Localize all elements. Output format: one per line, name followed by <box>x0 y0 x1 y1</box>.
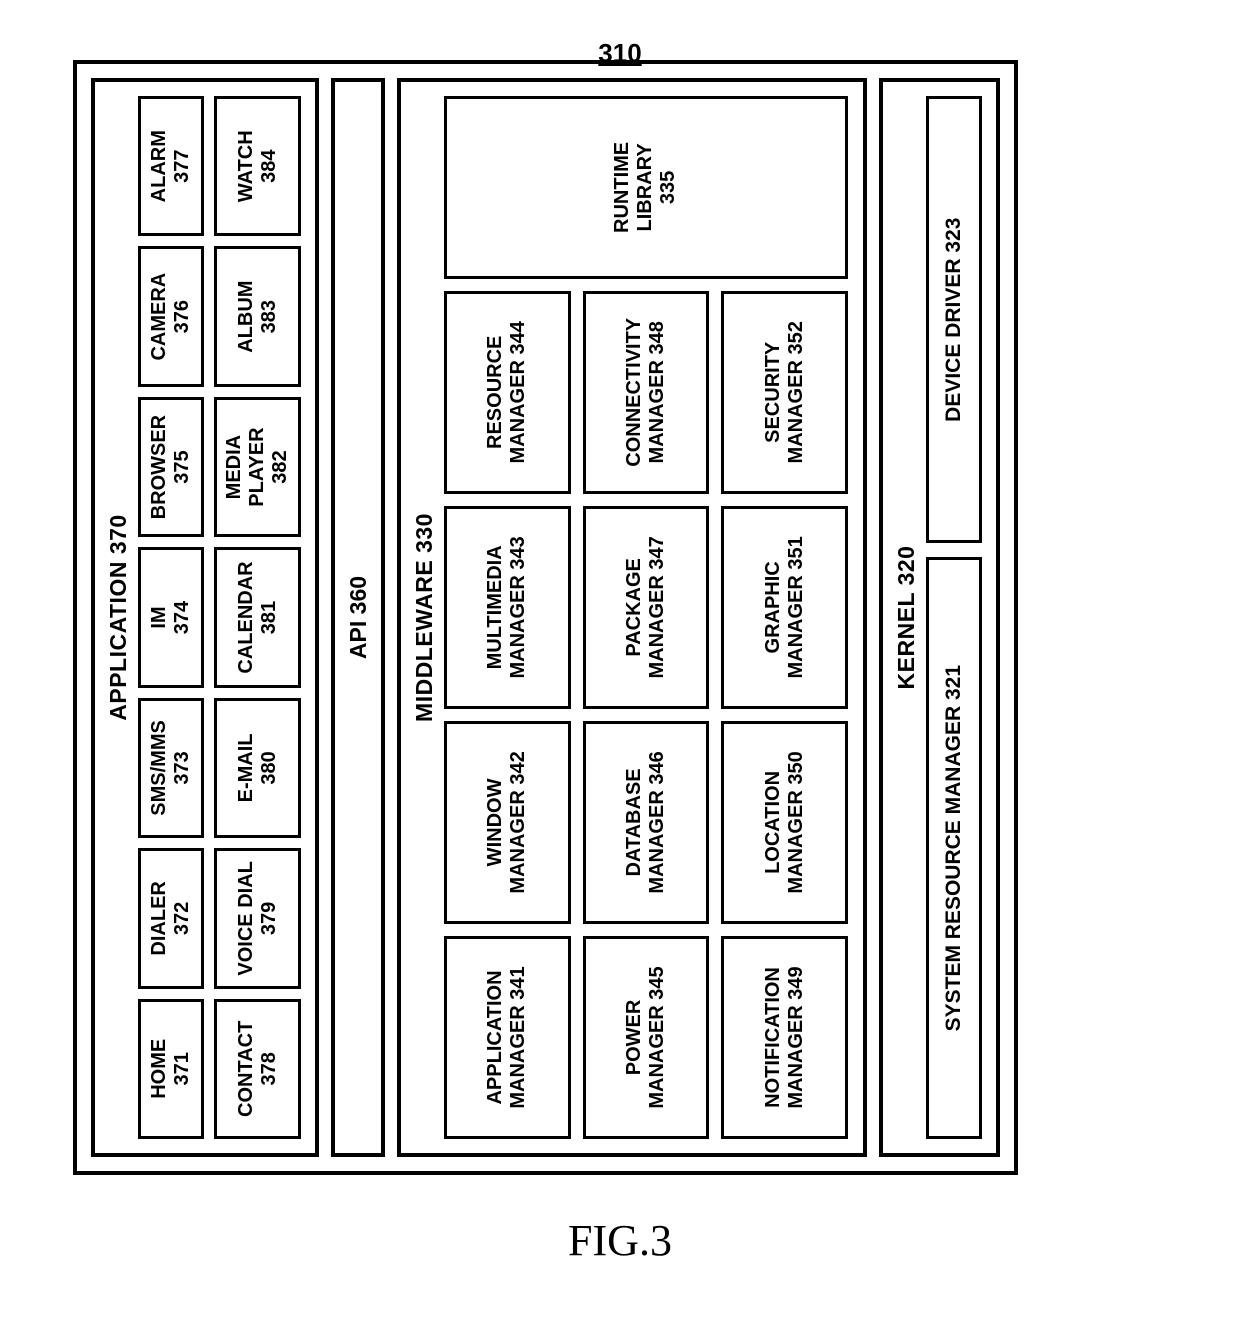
app-album: ALBUM 383 <box>214 246 301 386</box>
app-im: IM 374 <box>138 547 204 687</box>
figure-caption: FIG.3 <box>568 1215 672 1266</box>
app-sms-mms: SMS/MMS 373 <box>138 698 204 838</box>
mw-connectivity-manager: CONNECTIVITY MANAGER 348 <box>582 291 709 494</box>
mw-graphic-manager: GRAPHIC MANAGER 351 <box>721 506 848 709</box>
api-layer: API 360 <box>331 78 385 1157</box>
mw-package-manager: PACKAGE MANAGER 347 <box>582 506 709 709</box>
app-media-player: MEDIA PLAYER 382 <box>214 397 301 537</box>
app-email: E-MAIL 380 <box>214 698 301 838</box>
mw-runtime-library: RUNTIME LIBRARY 335 <box>532 109 759 266</box>
mw-resource-manager: RESOURCE MANAGER 344 <box>444 291 571 494</box>
app-voice-dial: VOICE DIAL 379 <box>214 848 301 988</box>
api-layer-title: API 360 <box>344 576 371 659</box>
mw-runtime-library-container: RUNTIME LIBRARY 335 <box>444 96 848 279</box>
kernel-layer-title: KERNEL 320 <box>893 96 920 1139</box>
app-camera: CAMERA 376 <box>138 246 204 386</box>
mw-location-manager: LOCATION MANAGER 350 <box>721 721 848 924</box>
kernel-system-resource-manager: SYSTEM RESOURCE MANAGER 321 <box>926 557 982 1139</box>
app-contact: CONTACT 378 <box>214 999 301 1139</box>
mw-multimedia-manager: MULTIMEDIA MANAGER 343 <box>444 506 571 709</box>
mw-notification-manager: NOTIFICATION MANAGER 349 <box>721 936 848 1139</box>
application-layer: APPLICATION 370 HOME 371 DIALER 372 SMS/… <box>91 78 319 1157</box>
middleware-grid: APPLICATION MANAGER 341 WINDOW MANAGER 3… <box>444 96 848 1139</box>
diagram-canvas: APPLICATION 370 HOME 371 DIALER 372 SMS/… <box>73 80 1168 1175</box>
application-layer-title: APPLICATION 370 <box>105 96 132 1139</box>
mw-application-manager: APPLICATION MANAGER 341 <box>444 936 571 1139</box>
system-stack-outer: APPLICATION 370 HOME 371 DIALER 372 SMS/… <box>73 60 1018 1175</box>
app-watch: WATCH 384 <box>214 96 301 236</box>
app-dialer: DIALER 372 <box>138 848 204 988</box>
kernel-device-driver: DEVICE DRIVER 323 <box>926 96 982 543</box>
kernel-grid: SYSTEM RESOURCE MANAGER 321 DEVICE DRIVE… <box>926 96 982 1139</box>
app-home: HOME 371 <box>138 999 204 1139</box>
mw-security-manager: SECURITY MANAGER 352 <box>721 291 848 494</box>
middleware-layer-title: MIDDLEWARE 330 <box>411 96 438 1139</box>
middleware-layer: MIDDLEWARE 330 APPLICATION MANAGER 341 W… <box>397 78 867 1157</box>
mw-database-manager: DATABASE MANAGER 346 <box>582 721 709 924</box>
mw-window-manager: WINDOW MANAGER 342 <box>444 721 571 924</box>
app-calendar: CALENDAR 381 <box>214 547 301 687</box>
app-browser: BROWSER 375 <box>138 397 204 537</box>
diagram-viewport: APPLICATION 370 HOME 371 DIALER 372 SMS/… <box>73 70 1168 1185</box>
mw-power-manager: POWER MANAGER 345 <box>582 936 709 1139</box>
app-alarm: ALARM 377 <box>138 96 204 236</box>
kernel-layer: KERNEL 320 SYSTEM RESOURCE MANAGER 321 D… <box>879 78 1000 1157</box>
application-grid: HOME 371 DIALER 372 SMS/MMS 373 IM 374 B… <box>138 96 301 1139</box>
